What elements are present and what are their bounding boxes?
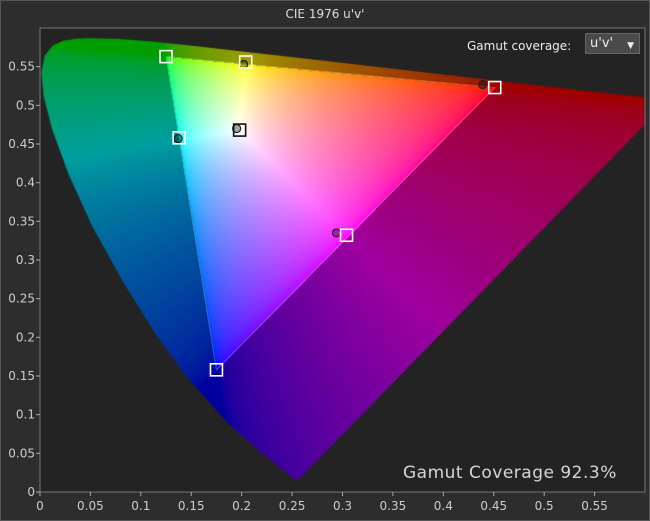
x-tick-label: 0.55 [581,499,608,513]
measured-point-cyan [173,133,183,144]
y-tick-label: 0.05 [8,446,35,460]
x-tick-label: 0.1 [131,499,150,513]
y-tick-label: 0.5 [16,98,35,112]
measured-point-yellow [239,59,249,69]
measured-point-magenta [331,228,342,238]
gamut-coverage-label: Gamut coverage: [467,39,572,53]
chromaticity-diagram-fill [40,28,645,492]
x-tick-label: 0.45 [480,499,507,513]
y-tick-label: 0.35 [8,214,35,228]
x-tick-label: 0.4 [434,499,453,513]
target-point-magenta [339,228,354,243]
gamut-coverage-readout: Gamut Coverage 92.3% [403,463,617,483]
gamut-coverage-select[interactable]: u'v' ▼ [585,33,640,54]
y-tick-label: 0.15 [8,369,35,383]
y-tick-label: 0.3 [16,253,35,267]
y-tick-label: 0.4 [16,176,35,190]
target-point-red [487,80,502,95]
y-tick-label: 0.45 [8,137,35,151]
x-tick-label: 0.15 [178,499,205,513]
x-tick-label: 0.05 [77,499,104,513]
gamut-select-value: u'v' [590,36,614,51]
y-tick-label: 0 [27,485,35,499]
y-tick-label: 0.25 [8,292,35,306]
plot-area [39,27,646,493]
x-tick-label: 0.2 [232,499,251,513]
target-point-green [159,49,173,64]
x-tick-label: 0.3 [333,499,352,513]
target-point-white [232,123,247,137]
chart-title: CIE 1976 u'v' [285,7,365,21]
target-gamut-triangle [165,56,496,371]
x-tick-label: 0.25 [279,499,306,513]
y-tick-label: 0.55 [8,60,35,74]
target-point-blue [209,363,224,377]
measured-point-red [478,79,488,90]
target-point-cyan [172,131,186,145]
y-tick-label: 0.2 [16,330,35,344]
target-point-yellow [238,55,253,69]
y-tick-label: 0.1 [16,408,35,422]
x-tick-label: 0.5 [535,499,554,513]
x-tick-label: 0 [36,499,44,513]
x-tick-label: 0.35 [380,499,407,513]
chevron-down-icon: ▼ [627,41,634,51]
